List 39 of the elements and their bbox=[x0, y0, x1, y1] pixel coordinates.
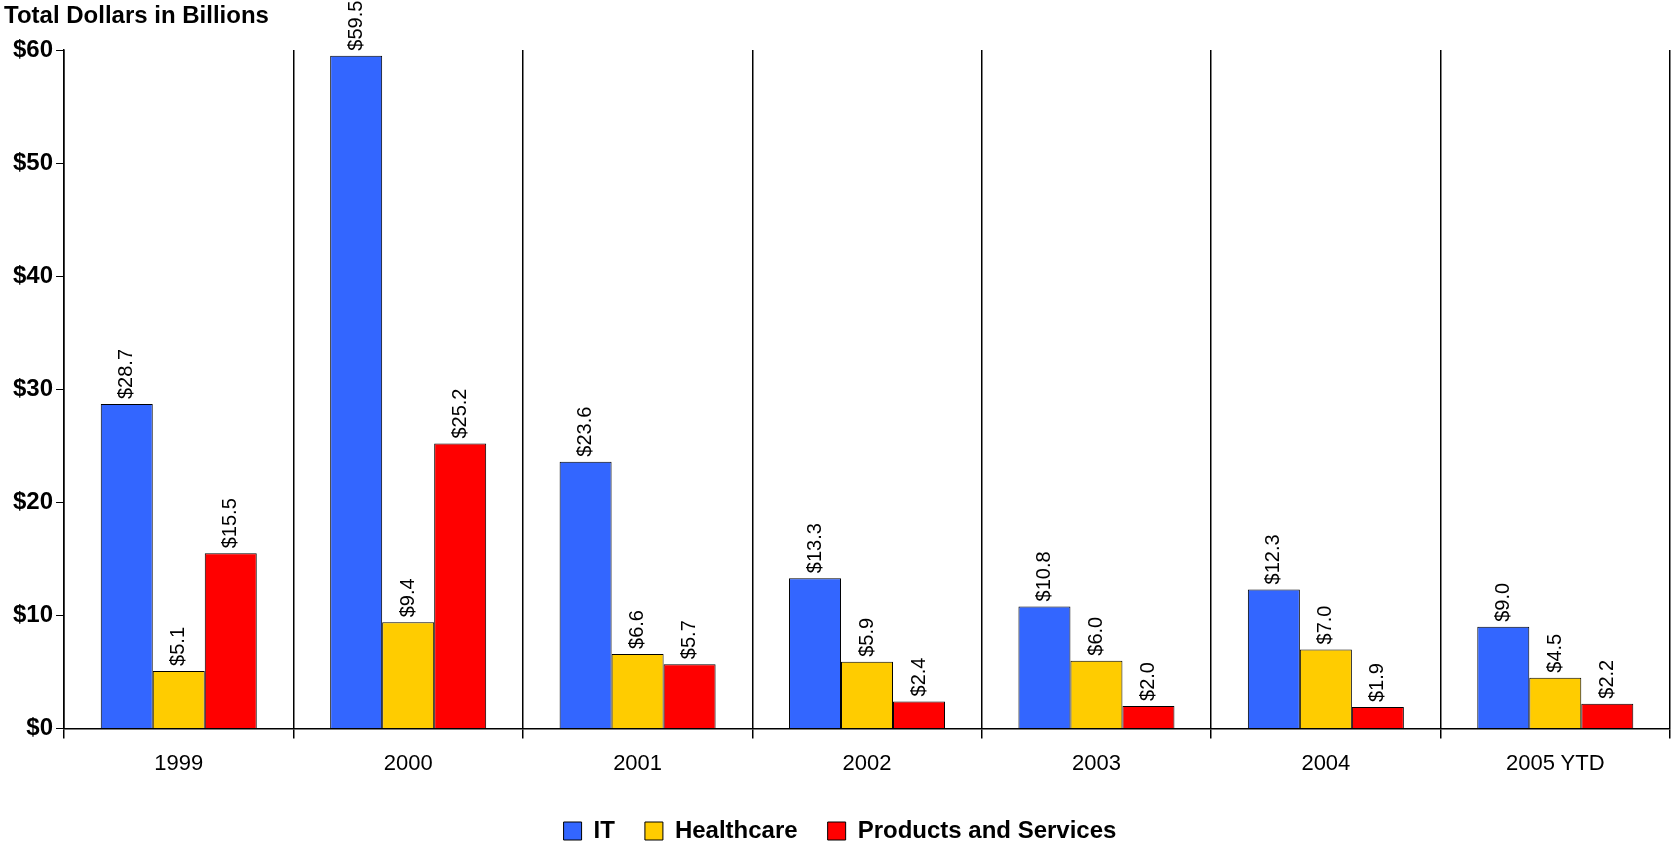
x-tick-label: 2003 bbox=[1071, 749, 1121, 775]
data-label: $13.3 bbox=[802, 523, 825, 574]
data-label: $25.2 bbox=[447, 388, 470, 439]
y-tick-label: $40 bbox=[13, 260, 54, 288]
data-label: $9.4 bbox=[395, 578, 418, 618]
data-label: $2.0 bbox=[1135, 662, 1158, 701]
data-label: $2.2 bbox=[1594, 659, 1617, 699]
y-tick-label: $30 bbox=[13, 373, 54, 401]
data-label: $5.7 bbox=[677, 620, 700, 660]
data-label: $5.1 bbox=[166, 626, 189, 666]
legend-label: Products and Services bbox=[857, 815, 1117, 843]
x-tick-label: 2001 bbox=[613, 749, 663, 775]
data-label: $6.6 bbox=[625, 610, 648, 649]
data-label: $2.4 bbox=[906, 657, 929, 697]
y-tick-label: $60 bbox=[13, 34, 54, 62]
x-tick-label: 1999 bbox=[154, 749, 204, 775]
y-tick-label: $10 bbox=[13, 600, 54, 628]
data-label: $1.9 bbox=[1365, 663, 1388, 703]
x-tick-label: 2000 bbox=[383, 749, 433, 775]
y-tick-label: $50 bbox=[13, 147, 54, 175]
data-label: $23.6 bbox=[573, 406, 596, 457]
y-axis-title: Total Dollars in Billions bbox=[4, 0, 269, 28]
data-label: $28.7 bbox=[114, 348, 137, 399]
data-label: $5.9 bbox=[854, 617, 877, 657]
x-tick-label: 2002 bbox=[842, 749, 892, 775]
data-label: $9.0 bbox=[1490, 582, 1513, 622]
legend-label: IT bbox=[593, 815, 616, 843]
data-label: $4.5 bbox=[1542, 633, 1565, 673]
x-tick-label: 2004 bbox=[1301, 749, 1351, 775]
x-tick-label: 2005 YTD bbox=[1505, 749, 1605, 775]
data-label: $10.8 bbox=[1031, 551, 1054, 602]
data-label: $59.5 bbox=[343, 0, 366, 51]
legend-label: Healthcare bbox=[674, 815, 798, 843]
data-label: $15.5 bbox=[218, 498, 241, 549]
y-tick-label: $20 bbox=[13, 487, 54, 515]
y-tick-label: $0 bbox=[26, 713, 54, 741]
data-label: $12.3 bbox=[1261, 534, 1284, 585]
data-label: $6.0 bbox=[1083, 616, 1106, 656]
data-label: $7.0 bbox=[1313, 605, 1336, 645]
